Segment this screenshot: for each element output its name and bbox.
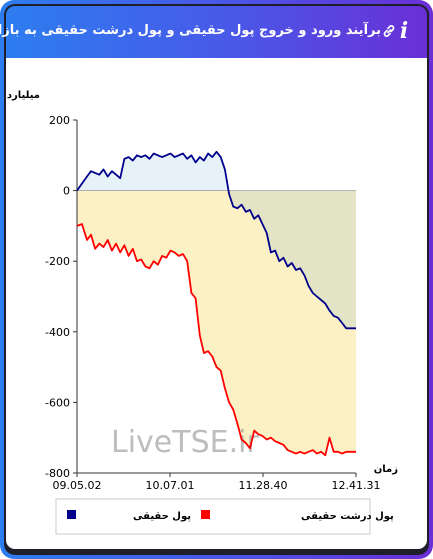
x-tick-label: 12.41.31 (332, 479, 381, 492)
watermark-text: LiveTSE.ir (111, 425, 259, 460)
x-tick-label: 09.05.02 (53, 479, 102, 492)
legend-label-big: پول درشت حقیقی (301, 511, 394, 522)
link-icon[interactable] (381, 23, 397, 39)
area-series-real-negative (77, 190, 356, 329)
chart-panel: LiveTSE.ir 200 0 -200 -400 -600 -800 09.05.02 1… (0, 58, 427, 549)
chart-axes (76, 120, 356, 474)
legend-swatch-big (201, 510, 210, 519)
y-tick-label: -600 (45, 396, 70, 409)
y-tick-label: -400 (45, 326, 70, 339)
legend-label-real: پول حقیقی (133, 511, 191, 522)
chart-legend: پول حقیقی پول درشت حقیقی (55, 498, 394, 535)
y-tick-label: -200 (45, 255, 70, 268)
watermark: LiveTSE.ir (111, 425, 259, 460)
line-series-big (76, 223, 356, 457)
y-tick-label: 0 (63, 185, 70, 198)
y-axis-label: میلیارد تومان (6, 90, 40, 101)
x-axis-label: زمان (374, 464, 398, 475)
chart-fill-layer (77, 151, 356, 456)
chart-lines-layer (76, 150, 356, 457)
x-tick-label: 10.07.01 (146, 479, 195, 492)
info-icon[interactable]: i (399, 18, 409, 44)
line-series-real (76, 150, 356, 330)
legend-box (55, 498, 371, 535)
widget-title: برآیند ورود و خروج پول حقیقی و پول درشت … (0, 23, 381, 38)
x-tick-label: 11.28.40 (239, 479, 288, 492)
area-series-real-positive (77, 151, 229, 191)
widget-header: i برآیند ورود و خروج پول حقیقی و پول درش… (0, 6, 427, 58)
y-tick-label: 200 (49, 114, 70, 127)
y-tick-label: -800 (45, 467, 70, 480)
legend-swatch-real (67, 510, 76, 519)
